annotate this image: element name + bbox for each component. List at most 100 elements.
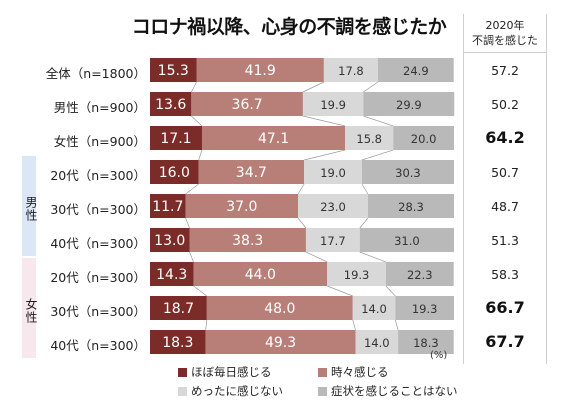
data-label-sometimes: 38.3 — [232, 233, 263, 249]
row-label: 女性（n=900） — [53, 134, 146, 149]
legend-label-never: 症状を感じることはない — [331, 384, 458, 398]
bar-segment-never — [367, 194, 454, 218]
connector-line — [385, 285, 396, 297]
bar-segment-daily — [150, 126, 202, 150]
connector-line — [191, 81, 197, 93]
bar-segment-never — [398, 330, 454, 354]
row-label: 40代（n=300） — [50, 236, 146, 251]
side-value: 50.2 — [491, 97, 519, 112]
data-label-never: 31.0 — [394, 234, 420, 248]
side-value: 57.2 — [491, 63, 519, 78]
bar-segment-daily — [150, 160, 199, 184]
side-value: 48.7 — [491, 199, 519, 214]
bar-segment-sometimes — [185, 194, 299, 218]
side-value: 66.7 — [485, 298, 525, 317]
data-label-daily: 11.7 — [152, 199, 183, 215]
data-label-rarely: 17.7 — [320, 234, 346, 248]
connector-line — [189, 251, 194, 263]
side-value: 51.3 — [491, 233, 519, 248]
bar-segment-never — [359, 228, 454, 252]
bar-segment-rarely — [352, 296, 396, 320]
data-label-never: 20.0 — [411, 132, 437, 146]
legend-swatch-never — [318, 387, 327, 396]
connector-line — [363, 115, 394, 127]
data-label-daily: 18.3 — [162, 335, 193, 351]
bar-segment-sometimes — [198, 160, 305, 184]
data-label-sometimes: 41.9 — [245, 63, 276, 79]
data-label-rarely: 23.0 — [320, 200, 346, 214]
data-label-never: 29.9 — [396, 98, 422, 112]
data-label-daily: 16.0 — [159, 165, 190, 181]
row-label: 40代（n=300） — [50, 338, 146, 353]
connector-line — [394, 319, 399, 331]
data-label-sometimes: 49.3 — [265, 335, 296, 351]
side-value: 50.7 — [491, 165, 519, 180]
bar-segment-rarely — [298, 194, 368, 218]
connector-line — [327, 285, 353, 297]
row-label: 全体（n=1800） — [45, 66, 146, 81]
data-label-daily: 18.7 — [163, 301, 194, 317]
side-value: 67.7 — [485, 332, 525, 351]
row-label: 20代（n=300） — [50, 168, 146, 183]
data-label-rarely: 14.0 — [361, 302, 387, 316]
data-label-sometimes: 36.7 — [232, 97, 263, 113]
connector-line — [359, 251, 387, 263]
data-label-sometimes: 34.7 — [236, 165, 267, 181]
bar-segment-daily — [150, 330, 206, 354]
side-column-header: 2020年 不調を感じた — [463, 18, 547, 48]
bar-segment-sometimes — [189, 228, 306, 252]
connector-line — [297, 217, 307, 229]
data-label-never: 28.3 — [398, 200, 424, 214]
legend-label-rarely: めったに感じない — [191, 384, 283, 398]
side-header-label: 不調を感じた — [472, 34, 538, 47]
data-label-never: 19.3 — [412, 302, 438, 316]
connector-line — [297, 183, 305, 195]
bar-segment-rarely — [305, 228, 360, 252]
side-value: 64.2 — [485, 128, 525, 147]
legend-item-daily: ほぼ毎日感じる — [178, 364, 272, 380]
bar-segment-sometimes — [191, 92, 303, 116]
group-band-female — [22, 258, 36, 358]
bar-segment-sometimes — [193, 262, 328, 286]
bar-segment-daily — [150, 262, 194, 286]
bar-segment-never — [378, 58, 454, 82]
connector-line — [198, 149, 203, 161]
bar-segment-rarely — [355, 330, 399, 354]
data-label-sometimes: 44.0 — [245, 267, 276, 283]
side-value: 58.3 — [491, 267, 519, 282]
row-label: 30代（n=300） — [50, 202, 146, 217]
data-label-rarely: 17.8 — [338, 64, 364, 78]
legend-item-rarely: めったに感じない — [178, 383, 283, 399]
bar-segment-daily — [150, 228, 190, 252]
connector-line — [363, 81, 379, 93]
chart-title: コロナ禍以降、心身の不調を感じたか — [131, 16, 447, 38]
bar-segment-daily — [150, 58, 197, 82]
row-label: 20代（n=300） — [50, 270, 146, 285]
data-label-never: 18.3 — [413, 336, 439, 350]
bar-segment-rarely — [327, 262, 386, 286]
group-label-male: 男性 — [24, 196, 38, 222]
connector-line — [185, 217, 190, 229]
side-header-year: 2020年 — [485, 19, 525, 32]
bar-segment-sometimes — [205, 330, 356, 354]
data-label-daily: 14.3 — [156, 267, 187, 283]
bar-segment-never — [385, 262, 454, 286]
data-label-daily: 13.6 — [155, 97, 186, 113]
bar-segment-rarely — [304, 160, 362, 184]
data-label-rarely: 15.8 — [356, 132, 382, 146]
connector-line — [361, 183, 369, 195]
legend-item-never: 症状を感じることはない — [318, 383, 458, 399]
legend-label-sometimes: 時々感じる — [331, 365, 389, 379]
data-label-sometimes: 48.0 — [264, 301, 295, 317]
data-label-sometimes: 47.1 — [258, 131, 289, 147]
connector-line — [352, 319, 356, 331]
legend-swatch-daily — [178, 368, 187, 377]
data-label-daily: 17.1 — [160, 131, 191, 147]
side-column-frame — [463, 14, 547, 364]
bar-segment-daily — [150, 92, 192, 116]
data-label-daily: 15.3 — [158, 63, 189, 79]
data-label-never: 24.9 — [403, 64, 429, 78]
bar-segment-rarely — [323, 58, 378, 82]
connector-line — [304, 149, 346, 161]
